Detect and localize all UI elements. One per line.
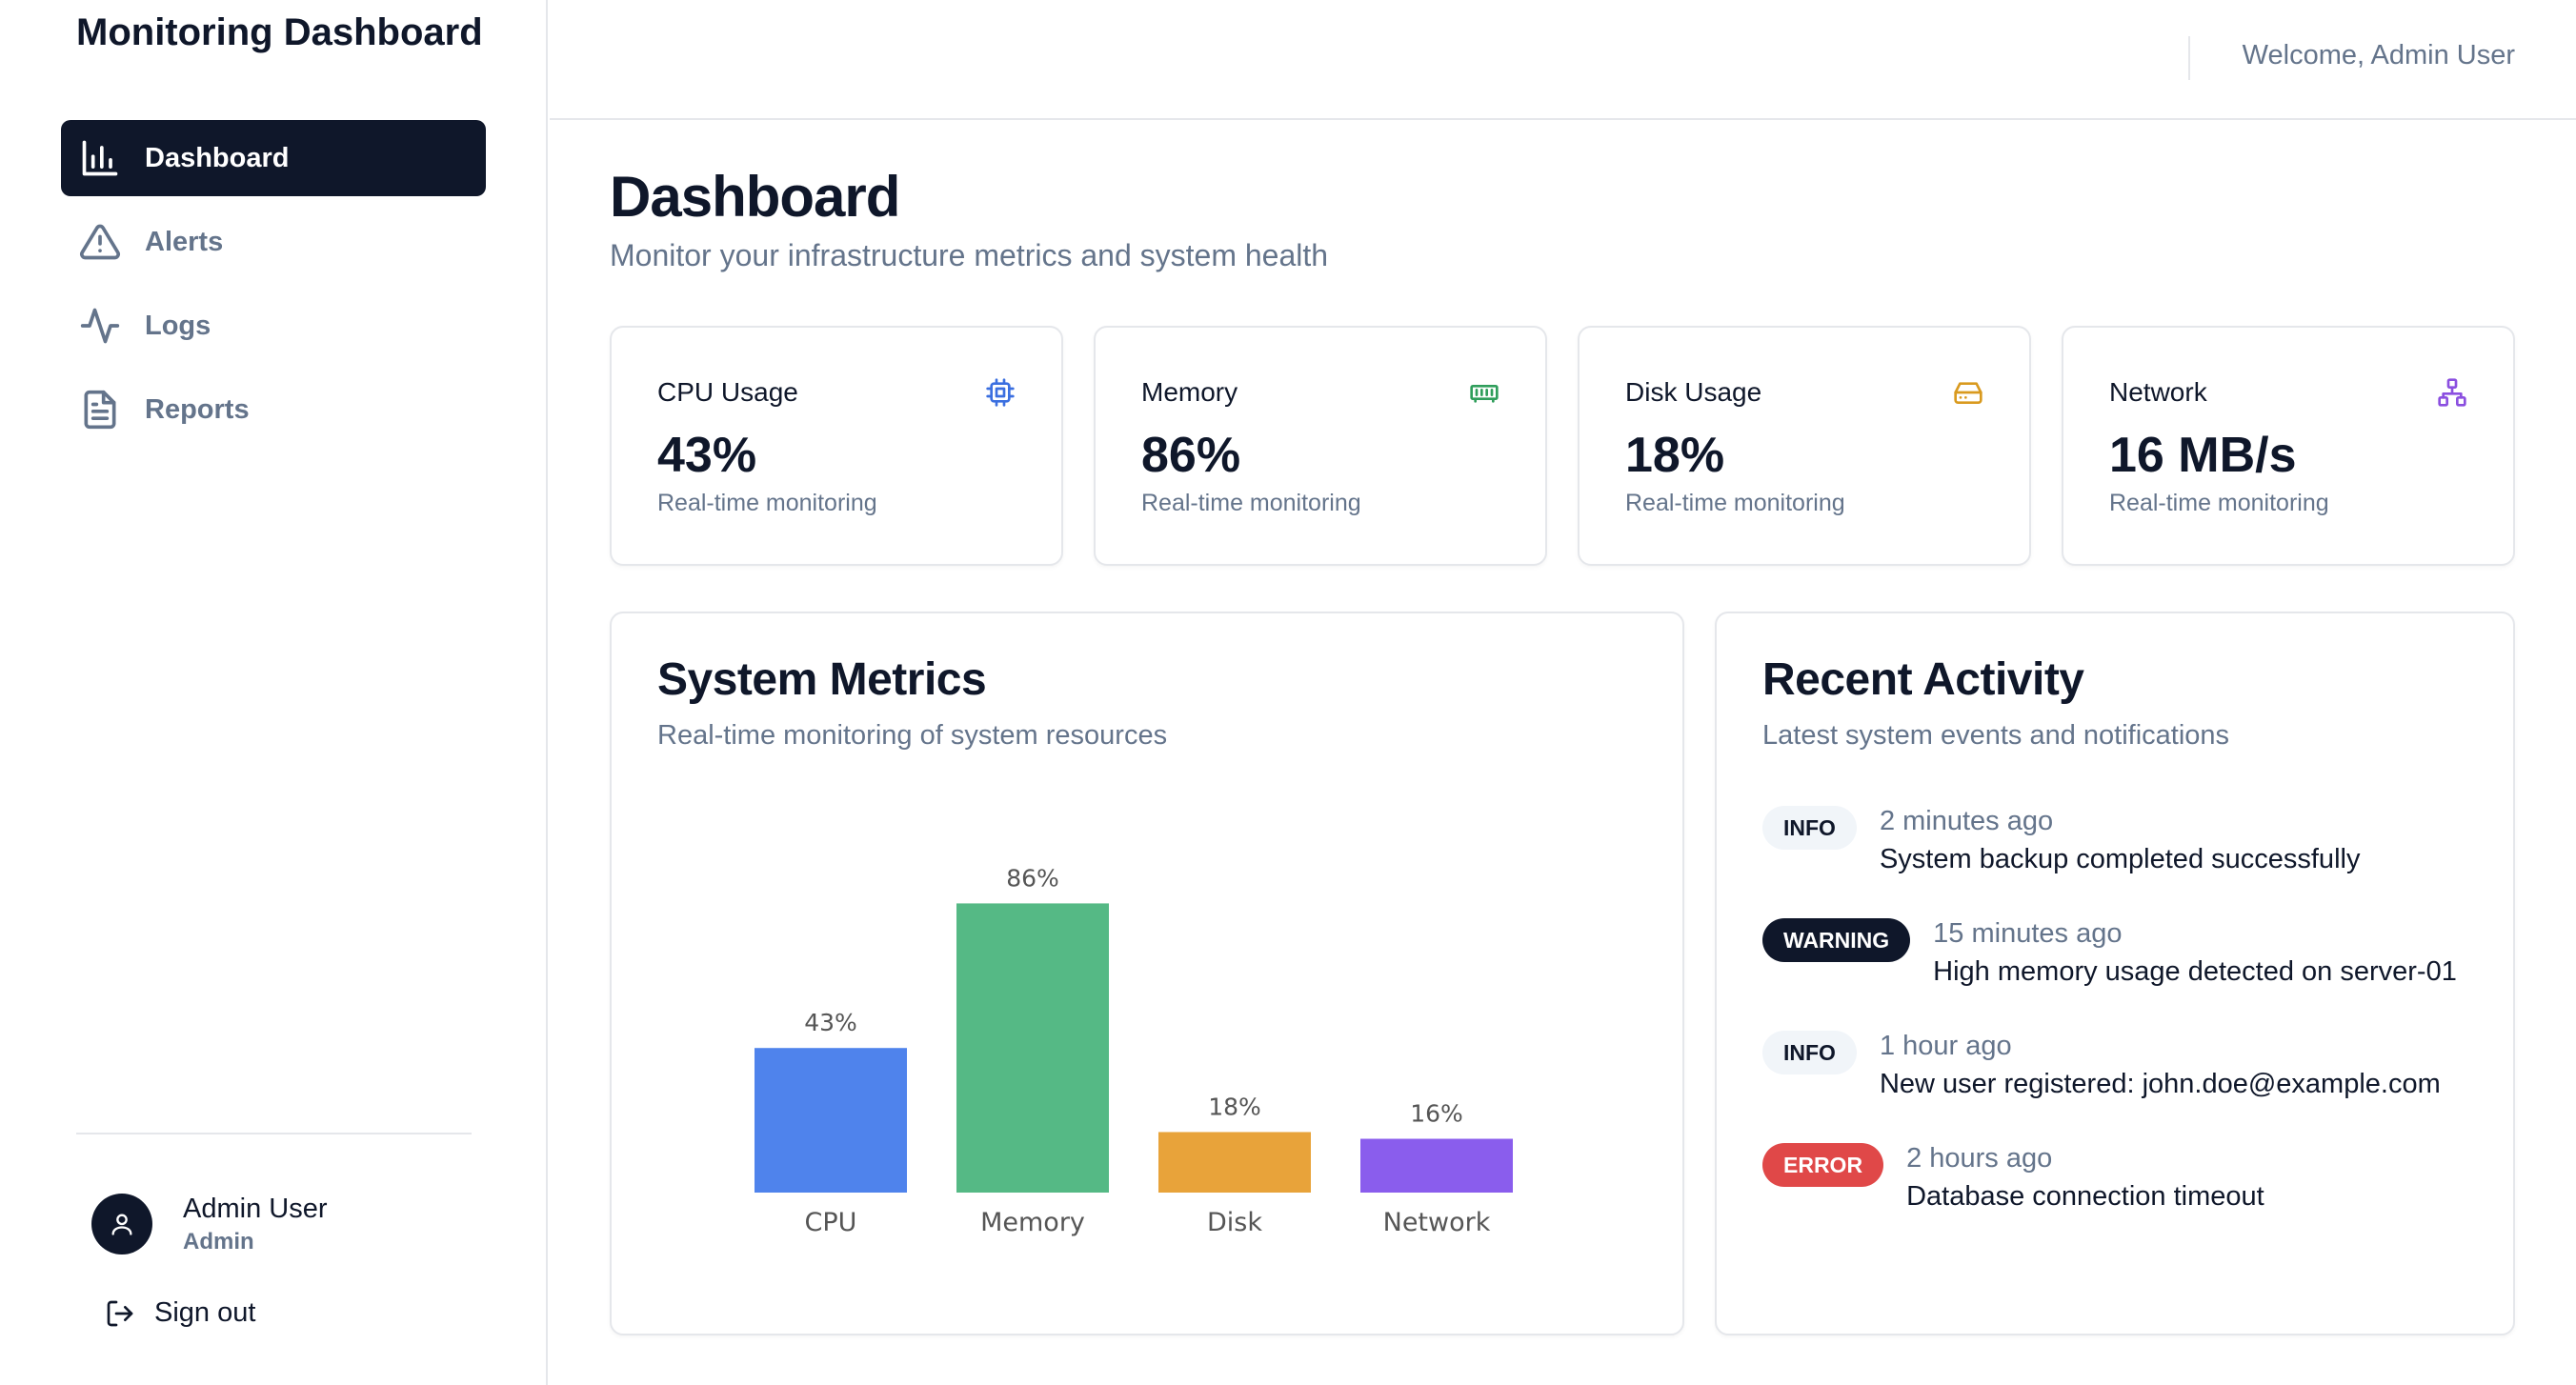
activity-item: ERROR 2 hours ago Database connection ti… xyxy=(1762,1139,2486,1215)
activity-time: 2 hours ago xyxy=(1906,1143,2053,1174)
panel-subtitle: Latest system events and notifications xyxy=(1762,720,2230,751)
activity-list: INFO 2 minutes ago System backup complet… xyxy=(1762,802,2486,1252)
sidebar: Monitoring Dashboard Dashboard Alerts xyxy=(0,0,548,1385)
stat-note: Real-time monitoring xyxy=(1625,490,1845,516)
panel-subtitle: Real-time monitoring of system resources xyxy=(657,720,1168,751)
welcome-text: Welcome, Admin User xyxy=(2242,40,2515,70)
stat-value: 16 MB/s xyxy=(2109,428,2297,483)
activity-time: 2 minutes ago xyxy=(1879,806,2054,836)
brand-title: Monitoring Dashboard xyxy=(76,11,483,53)
category-tick-label: Memory xyxy=(980,1208,1085,1237)
sidebar-item-dashboard[interactable]: Dashboard xyxy=(61,120,486,196)
sidebar-item-alerts[interactable]: Alerts xyxy=(61,204,486,280)
top-bar-separator xyxy=(2188,36,2190,80)
stat-label: Disk Usage xyxy=(1625,377,1762,407)
bar-value-label: 18% xyxy=(1208,1093,1261,1120)
activity-item: INFO 1 hour ago New user registered: joh… xyxy=(1762,1027,2486,1103)
category-tick-label: Disk xyxy=(1207,1208,1262,1237)
stat-value: 86% xyxy=(1141,428,1241,483)
category-tick-label: Network xyxy=(1383,1208,1491,1237)
stat-value: 18% xyxy=(1625,428,1725,483)
sidebar-item-logs[interactable]: Logs xyxy=(61,288,486,364)
bar-disk xyxy=(1158,1132,1311,1193)
page-subtitle: Monitor your infrastructure metrics and … xyxy=(610,238,1329,272)
activity-message: Database connection timeout xyxy=(1906,1181,2264,1212)
activity-message: High memory usage detected on server-01 xyxy=(1933,956,2457,987)
panel-title: System Metrics xyxy=(657,654,987,705)
bar-chart-icon xyxy=(78,136,122,180)
bar-value-label: 43% xyxy=(804,1009,857,1036)
level-badge: ERROR xyxy=(1762,1143,1884,1187)
network-icon xyxy=(2437,377,2467,408)
activity-item: INFO 2 minutes ago System backup complet… xyxy=(1762,802,2486,878)
level-badge: INFO xyxy=(1762,1031,1857,1074)
activity-time: 1 hour ago xyxy=(1879,1031,2012,1061)
document-icon xyxy=(78,388,122,432)
sign-out-label: Sign out xyxy=(154,1297,256,1328)
user-profile: Admin User Admin xyxy=(91,1191,328,1257)
stat-card-memory: Memory 86% Real-time monitoring xyxy=(1094,326,1547,566)
sidebar-nav: Dashboard Alerts Logs xyxy=(61,120,486,455)
category-tick-label: CPU xyxy=(805,1208,857,1237)
warning-triangle-icon xyxy=(78,220,122,264)
sidebar-divider xyxy=(76,1133,472,1134)
sidebar-item-label: Reports xyxy=(145,393,250,425)
bar-value-label: 86% xyxy=(1006,864,1059,892)
stat-label: Network xyxy=(2109,377,2207,407)
page-title: Dashboard xyxy=(610,165,900,229)
stat-card-cpu: CPU Usage 43% Real-time monitoring xyxy=(610,326,1063,566)
user-role: Admin xyxy=(183,1229,254,1255)
stat-note: Real-time monitoring xyxy=(657,490,877,516)
avatar xyxy=(91,1194,152,1255)
stat-card-network: Network 16 MB/s Real-time monitoring xyxy=(2062,326,2515,566)
bar-memory xyxy=(956,903,1109,1193)
user-icon xyxy=(111,1214,132,1235)
activity-message: New user registered: john.doe@example.co… xyxy=(1879,1069,2441,1099)
level-badge: INFO xyxy=(1762,806,1857,850)
bar-network xyxy=(1360,1138,1513,1193)
bar-chart: 43% CPU 86% Memory 18% Disk 16% Network xyxy=(755,864,1513,1237)
stat-value: 43% xyxy=(657,428,757,483)
panel-title: Recent Activity xyxy=(1762,654,2084,705)
stat-label: CPU Usage xyxy=(657,377,798,407)
stat-label: Memory xyxy=(1141,377,1238,407)
level-badge: WARNING xyxy=(1762,918,1911,962)
activity-pulse-icon xyxy=(78,304,122,348)
hard-drive-icon xyxy=(1953,377,1983,408)
sidebar-item-label: Logs xyxy=(145,310,211,341)
top-bar: Welcome, Admin User xyxy=(550,0,2576,120)
system-metrics-panel: System Metrics Real-time monitoring of s… xyxy=(610,612,1684,1335)
activity-time: 15 minutes ago xyxy=(1933,918,2123,949)
stat-note: Real-time monitoring xyxy=(2109,490,2329,516)
stat-card-disk: Disk Usage 18% Real-time monitoring xyxy=(1578,326,2031,566)
sidebar-item-label: Alerts xyxy=(145,226,224,257)
bar-cpu xyxy=(755,1048,907,1193)
cpu-chip-icon xyxy=(985,377,1016,408)
activity-message: System backup completed successfully xyxy=(1879,844,2361,874)
recent-activity-panel: Recent Activity Latest system events and… xyxy=(1715,612,2515,1335)
sidebar-item-label: Dashboard xyxy=(145,142,290,173)
log-out-icon xyxy=(107,1300,133,1326)
memory-stick-icon xyxy=(1469,377,1499,408)
activity-item: WARNING 15 minutes ago High memory usage… xyxy=(1762,914,2486,991)
bar-value-label: 16% xyxy=(1410,1100,1463,1128)
sidebar-item-reports[interactable]: Reports xyxy=(61,371,486,448)
user-name: Admin User xyxy=(183,1194,328,1224)
stat-note: Real-time monitoring xyxy=(1141,490,1361,516)
sign-out-button[interactable]: Sign out xyxy=(105,1297,255,1329)
